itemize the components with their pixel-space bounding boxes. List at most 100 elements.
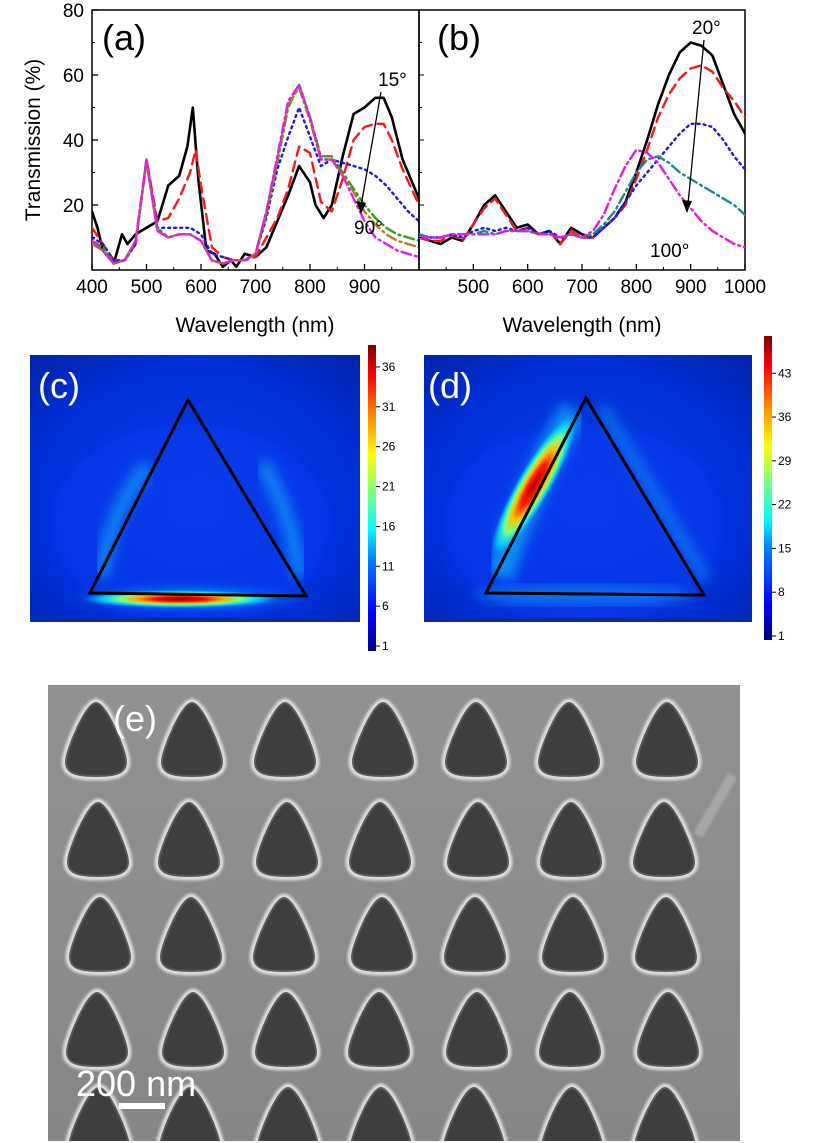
nanohole [443,1086,505,1141]
series-line-100deg [419,148,745,249]
series-line-40deg [419,64,745,246]
colorbar-d [764,336,772,640]
colorbar-tick-label: 8 [778,585,785,599]
nanohole [538,991,602,1068]
nanohole [68,896,132,973]
panel-label-d: (d) [428,365,472,406]
colorbar-tick-label: 36 [382,360,396,374]
panel-label-b: (b) [437,17,481,58]
colorbar-tick-label: 11 [382,559,395,573]
ticks-a: 400 500 600 700 800 900 20 40 60 80 [63,1,393,298]
colorbar-tick-label: 21 [382,480,396,494]
panel-d: (d) 43 36 29 22 15 8 1 [424,336,792,643]
colorbar-tick-label: 31 [382,400,396,414]
colorbar-tick-label: 26 [382,440,396,454]
series-lines-b [419,41,745,249]
arrow-head-a [356,201,366,214]
nanohole [445,991,509,1068]
nanohole [159,1086,221,1141]
x-tick-label: 800 [620,277,652,298]
field-map-d [424,355,752,622]
nanohole [634,1086,696,1141]
nanohole [255,801,319,878]
nanohole [539,801,603,878]
scale-bar-label: 200 nm [76,1063,196,1104]
nanohole [350,1086,412,1141]
colorbar-tick-label: 1 [778,629,785,643]
y-tick-label: 40 [63,131,84,152]
x-tick-label: 1000 [724,277,766,298]
nanohole [348,801,412,878]
annotation-end-a: 90° [354,218,383,239]
x-tick-label: 500 [457,277,489,298]
nanohole [537,701,601,778]
colorbar-tick-label: 29 [778,454,792,468]
x-tick-label: 900 [349,277,381,298]
panel-label-a: (a) [102,17,146,58]
panel-a: 400 500 600 700 800 900 20 40 60 80 Transmission … [22,1,420,337]
panel-label-e: (e) [113,698,157,739]
panel-label-c: (c) [38,365,80,406]
colorbar-tick-label: 22 [778,498,792,512]
nanohole [257,1086,319,1141]
nanohole [254,991,318,1068]
nanohole [636,991,700,1068]
colorbar-tick-label: 15 [778,541,792,555]
nanohole [446,801,510,878]
nanohole [161,991,225,1068]
x-axis-label-b: Wavelength (nm) [502,314,661,337]
y-axis-label: Transmission (%) [22,59,45,222]
annotation-start-b: 20° [692,18,721,39]
arrow-head-b [682,200,692,213]
series-lines-a [92,83,419,269]
panel-b: 500 600 700 800 900 1000 Wavelength (nm) (b) … [418,9,766,337]
nanohole [443,896,507,973]
nanohole [635,701,699,778]
nanohole [66,801,130,878]
nanohole [253,701,317,778]
x-tick-label: 800 [294,277,326,298]
trend-arrow-a [360,91,382,207]
field-map-c [30,355,360,622]
nanohole [541,896,605,973]
nanohole [252,896,316,973]
sem-image [48,685,740,1141]
x-tick-label: 600 [512,277,544,298]
nanohole [65,991,129,1068]
colorbar-tick-label: 1 [382,639,389,653]
series-line-80deg [419,155,745,239]
annotation-end-b: 100° [650,241,689,262]
y-tick-label: 80 [63,1,84,22]
nanohole [444,701,508,778]
colorbar-tick-label: 6 [382,599,389,613]
colorbar-ticks-c: 36 31 26 21 16 11 6 1 [376,360,396,653]
nanohole [347,991,411,1068]
y-tick-label: 60 [63,66,84,87]
trend-arrow-b [687,39,705,205]
y-tick-label: 20 [63,196,84,217]
nanohole [68,1086,130,1141]
nanohole [632,801,696,878]
nanohole [541,1086,603,1141]
series-line-15deg [92,96,419,269]
panel-c: (c) 36 31 26 21 16 11 6 1 [30,345,396,653]
ticks-b: 500 600 700 800 900 1000 [419,42,766,298]
x-tick-label: 700 [566,277,598,298]
x-tick-label: 700 [240,277,272,298]
x-axis-label-a: Wavelength (nm) [175,314,334,337]
series-line-60deg [419,122,745,239]
series-line-90deg [92,83,419,265]
annotation-start-a: 15° [378,70,407,91]
colorbar-tick-label: 16 [382,519,396,533]
x-tick-label: 900 [675,277,707,298]
nanohole [350,896,414,973]
triangle-outline-d [483,394,707,597]
nanohole [634,896,698,973]
nanohole [159,896,223,973]
x-tick-label: 600 [185,277,217,298]
colorbar-ticks-d: 43 36 29 22 15 8 1 [772,366,792,643]
colorbar-tick-label: 43 [778,366,792,380]
x-tick-label: 500 [131,277,163,298]
triangle-outline-c [87,396,309,598]
